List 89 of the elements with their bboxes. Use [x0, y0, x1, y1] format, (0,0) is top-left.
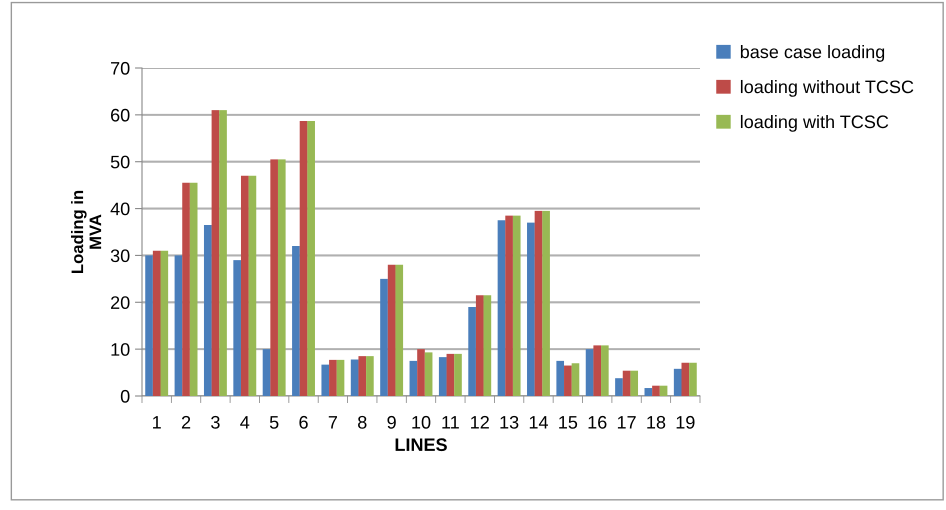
y-tick-label: 10 [111, 343, 130, 356]
bar [292, 246, 300, 396]
bar [652, 386, 660, 396]
bar [145, 255, 153, 396]
bar [219, 110, 227, 396]
x-tick-label: 18 [647, 416, 666, 429]
bar [410, 360, 418, 396]
bar [248, 176, 256, 396]
x-tick-label: 19 [676, 416, 695, 429]
bar [542, 210, 550, 396]
bar [233, 260, 241, 396]
bar [350, 359, 358, 396]
bar [556, 360, 564, 396]
x-tick-label: 4 [240, 416, 250, 429]
x-tick-label: 10 [412, 416, 430, 429]
bar [395, 264, 404, 396]
bar [615, 378, 623, 396]
bar [270, 159, 278, 396]
bar [484, 295, 492, 396]
bar [682, 362, 690, 396]
x-tick-label: 9 [387, 416, 396, 429]
bar [468, 306, 476, 396]
bar [630, 370, 638, 396]
x-tick-label: 7 [328, 416, 338, 429]
bar [380, 278, 388, 396]
x-tick-label: 12 [471, 416, 489, 429]
bar [446, 354, 454, 396]
bar [300, 120, 308, 396]
bar [534, 210, 542, 396]
bar [182, 182, 190, 396]
bar [212, 110, 220, 396]
bar [689, 362, 697, 396]
x-tick-label: 13 [500, 416, 518, 429]
bar [152, 250, 160, 396]
bar [527, 222, 535, 396]
bar [388, 264, 396, 396]
bar [204, 224, 212, 396]
y-tick-label: 30 [110, 249, 130, 262]
y-tick-label: 40 [110, 202, 130, 216]
y-tick-label: 60 [111, 108, 130, 122]
bar [498, 220, 506, 396]
x-tick-label: 5 [270, 416, 278, 429]
bar [601, 345, 609, 396]
x-tick-label: 6 [299, 416, 308, 429]
x-tick-label: 17 [618, 416, 636, 429]
x-tick-label: 16 [588, 416, 606, 429]
x-tick-label: 1 [153, 416, 161, 429]
bar [358, 356, 366, 396]
bar [307, 120, 315, 396]
x-tick-label: 3 [211, 416, 220, 429]
bar [278, 159, 286, 396]
y-tick-label: 50 [110, 156, 130, 168]
bar [505, 216, 513, 396]
bar [160, 250, 168, 396]
bar [660, 386, 668, 396]
x-tick-label: 8 [358, 416, 366, 429]
y-tick-label: 0 [120, 390, 130, 403]
bar [321, 364, 330, 396]
bar [417, 349, 425, 396]
bar [366, 356, 374, 396]
bar [572, 363, 580, 396]
x-tick-label: 11 [442, 416, 459, 429]
bar [262, 349, 270, 396]
bar [622, 370, 630, 396]
bar [424, 352, 432, 396]
bar [329, 360, 337, 396]
x-axis-title: LINES [396, 438, 447, 452]
bar [644, 388, 652, 396]
bar [336, 360, 344, 396]
bar [240, 176, 249, 396]
bar [476, 295, 484, 396]
y-axis-title: Loading in MVA [70, 190, 102, 274]
y-tick-label: 20 [111, 296, 130, 310]
x-tick-label: 14 [530, 416, 548, 429]
bar [190, 182, 198, 396]
y-tick-label: 70 [111, 62, 130, 75]
x-tick-label: 15 [559, 416, 578, 429]
legend-label: loading with TCSC [740, 114, 888, 132]
bar [586, 349, 594, 396]
bar [512, 216, 521, 396]
bar [564, 366, 572, 396]
x-tick-label: 2 [182, 416, 190, 429]
bar [674, 368, 682, 396]
bar [454, 354, 462, 396]
legend-label: loading without TCSC [740, 80, 914, 97]
bar [593, 345, 602, 396]
bar [438, 357, 447, 396]
legend-label: base case loading [740, 44, 884, 62]
bar [174, 255, 182, 396]
